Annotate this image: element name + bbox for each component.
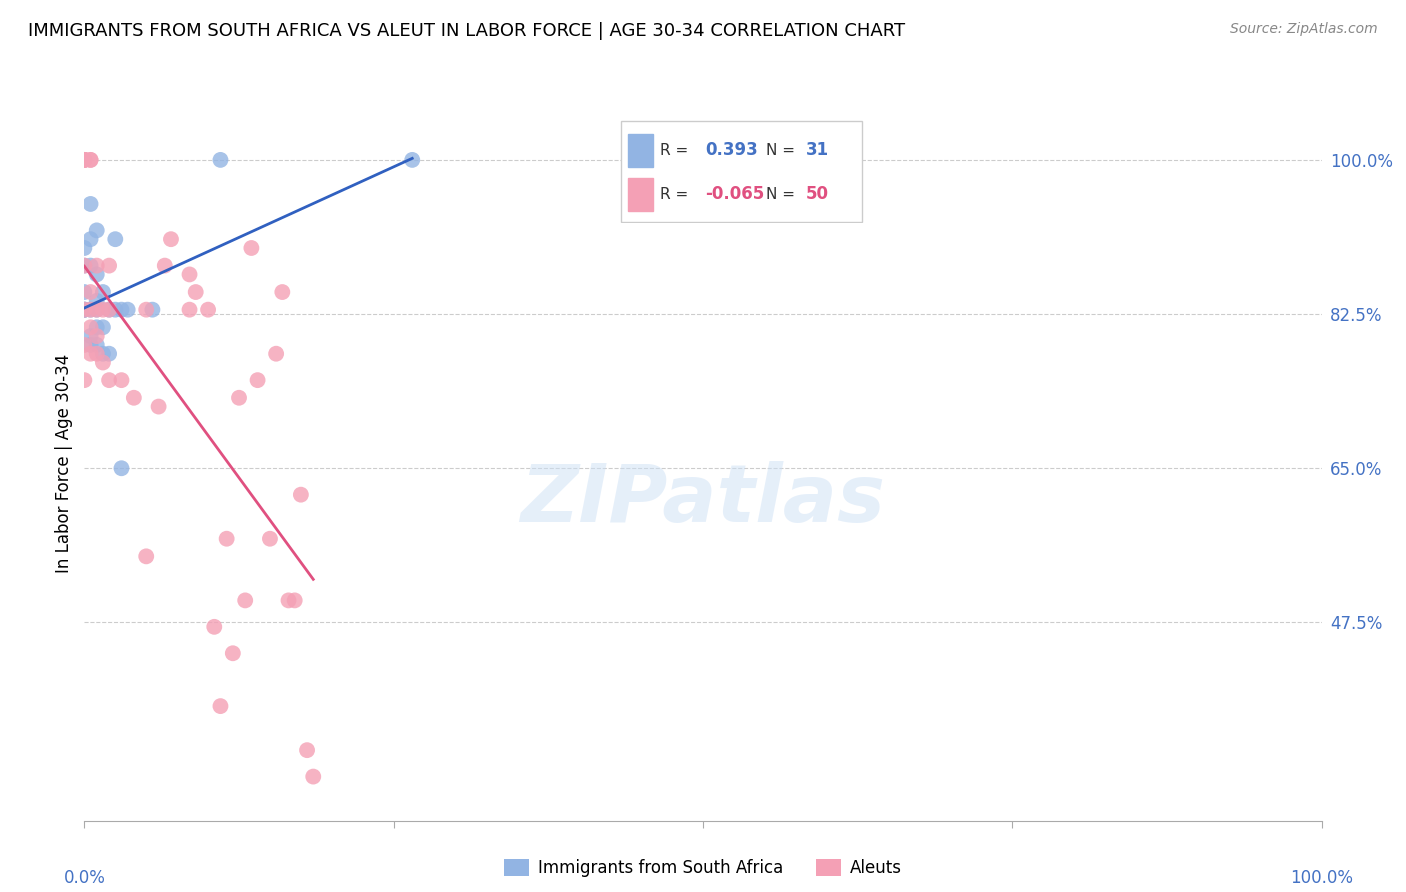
Point — [86, 329, 108, 343]
Point — [79, 153, 101, 167]
Point — [202, 620, 225, 634]
Point — [179, 302, 201, 317]
Point — [86, 302, 108, 317]
Point — [73, 302, 96, 317]
Point — [79, 153, 101, 167]
Point — [91, 347, 114, 361]
Point — [184, 285, 207, 299]
Point — [79, 259, 101, 273]
Bar — [628, 134, 652, 167]
Point — [73, 153, 96, 167]
Point — [290, 488, 312, 502]
Text: 50: 50 — [806, 186, 828, 203]
Point — [240, 241, 263, 255]
Point — [246, 373, 269, 387]
Point — [110, 461, 132, 475]
Point — [79, 285, 101, 299]
Point — [98, 259, 121, 273]
Point — [259, 532, 281, 546]
Point — [91, 320, 114, 334]
Point — [73, 373, 96, 387]
Text: 100.0%: 100.0% — [1291, 869, 1353, 888]
Point — [73, 241, 96, 255]
Y-axis label: In Labor Force | Age 30-34: In Labor Force | Age 30-34 — [55, 354, 73, 574]
Point — [153, 259, 176, 273]
Point — [284, 593, 307, 607]
Text: Source: ZipAtlas.com: Source: ZipAtlas.com — [1230, 22, 1378, 37]
Text: -0.065: -0.065 — [704, 186, 763, 203]
Point — [79, 320, 101, 334]
Point — [79, 302, 101, 317]
Text: ZIPatlas: ZIPatlas — [520, 460, 886, 539]
Point — [117, 302, 139, 317]
Point — [98, 373, 121, 387]
Point — [135, 302, 157, 317]
Point — [86, 259, 108, 273]
Point — [104, 232, 127, 246]
Point — [79, 338, 101, 352]
Point — [98, 302, 121, 317]
Point — [141, 302, 163, 317]
Point — [135, 549, 157, 564]
Point — [73, 259, 96, 273]
Point — [302, 770, 325, 784]
Point — [73, 302, 96, 317]
Point — [233, 593, 256, 607]
Point — [79, 329, 101, 343]
Point — [215, 532, 238, 546]
Point — [110, 373, 132, 387]
Text: R =: R = — [661, 143, 689, 158]
Point — [110, 302, 132, 317]
Bar — [628, 178, 652, 211]
Point — [148, 400, 170, 414]
Point — [271, 285, 294, 299]
Point — [73, 338, 96, 352]
Point — [104, 302, 127, 317]
Point — [277, 593, 299, 607]
Point — [73, 153, 96, 167]
Text: IMMIGRANTS FROM SOUTH AFRICA VS ALEUT IN LABOR FORCE | AGE 30-34 CORRELATION CHA: IMMIGRANTS FROM SOUTH AFRICA VS ALEUT IN… — [28, 22, 905, 40]
Point — [79, 232, 101, 246]
Point — [91, 355, 114, 369]
Point — [73, 153, 96, 167]
Point — [79, 197, 101, 211]
Point — [73, 259, 96, 273]
Point — [122, 391, 145, 405]
Point — [401, 153, 423, 167]
Point — [86, 268, 108, 282]
Point — [98, 347, 121, 361]
Point — [209, 699, 232, 714]
Text: 0.393: 0.393 — [704, 141, 758, 159]
Point — [79, 302, 101, 317]
Point — [295, 743, 318, 757]
FancyBboxPatch shape — [621, 121, 862, 222]
Point — [73, 153, 96, 167]
Point — [209, 153, 232, 167]
Point — [73, 302, 96, 317]
Point — [228, 391, 250, 405]
Text: 31: 31 — [806, 141, 828, 159]
Point — [86, 302, 108, 317]
Point — [86, 320, 108, 334]
Point — [86, 347, 108, 361]
Text: N =: N = — [766, 143, 796, 158]
Point — [73, 285, 96, 299]
Point — [160, 232, 183, 246]
Point — [264, 347, 287, 361]
Text: R =: R = — [661, 186, 689, 202]
Point — [79, 347, 101, 361]
Point — [86, 223, 108, 237]
Point — [222, 646, 245, 660]
Point — [91, 285, 114, 299]
Legend: Immigrants from South Africa, Aleuts: Immigrants from South Africa, Aleuts — [498, 852, 908, 884]
Text: 0.0%: 0.0% — [63, 869, 105, 888]
Point — [86, 293, 108, 308]
Point — [98, 302, 121, 317]
Text: N =: N = — [766, 186, 796, 202]
Point — [197, 302, 219, 317]
Point — [86, 338, 108, 352]
Point — [91, 302, 114, 317]
Point — [179, 268, 201, 282]
Point — [73, 302, 96, 317]
